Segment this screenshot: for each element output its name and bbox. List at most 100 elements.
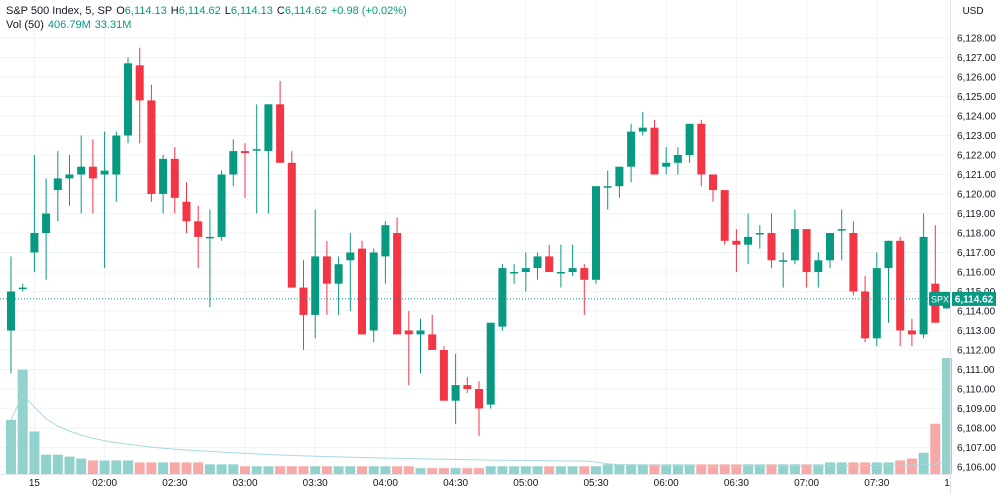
candle-body (241, 151, 249, 154)
candle-body (264, 104, 273, 152)
volume-bar (111, 460, 122, 474)
candle-body (568, 268, 577, 272)
time-axis[interactable]: 15 02:00 02:30 03:00 03:30 04:00 04:30 05:00 05:… (29, 478, 950, 489)
volume-bar (251, 466, 262, 474)
candle-body (463, 385, 472, 389)
volume-bar (181, 462, 192, 474)
volume-bar (474, 468, 484, 474)
candle-body (662, 162, 671, 167)
y-tick-label: 6,110.00 (957, 385, 996, 396)
x-tick-label: 03:00 (232, 478, 257, 489)
volume-bar (836, 462, 847, 474)
volume-bar (427, 468, 438, 474)
ticker-tag (929, 291, 951, 306)
candle-body (907, 330, 916, 335)
volume-bar (310, 466, 321, 474)
candle-body (861, 291, 870, 339)
x-tick-label: 02:00 (92, 478, 117, 489)
y-tick-label: 6,124.00 (957, 112, 996, 123)
volume-bar (169, 462, 180, 474)
candle-body (53, 178, 62, 191)
open-label: O (116, 5, 125, 17)
volume-bar (708, 464, 718, 474)
volume-bar (403, 466, 414, 474)
volume-bar (240, 466, 250, 474)
candle-body (334, 264, 343, 284)
currency-button[interactable]: USD (962, 6, 984, 17)
candle-body (790, 229, 799, 261)
volume-bar (766, 464, 777, 474)
y-tick-label: 6,114.00 (957, 307, 996, 318)
volume-bar (825, 462, 835, 474)
volume-bar (298, 466, 309, 474)
y-tick-label: 6,113.00 (957, 326, 996, 337)
candle-body (533, 256, 542, 269)
volume-bar (906, 458, 917, 474)
symbol-title[interactable]: S&P 500 Index, 5, SP (6, 5, 113, 17)
candle-body (311, 256, 320, 315)
volume-bar (450, 468, 461, 474)
y-tick-label: 6,108.00 (957, 424, 996, 435)
candle-body (779, 260, 788, 262)
volume-bar (158, 462, 169, 474)
volume-bar (684, 464, 695, 474)
volume-bar (743, 464, 754, 474)
volume-bar (228, 464, 239, 474)
y-tick-label: 6,125.00 (957, 92, 996, 103)
y-tick-label: 6,117.00 (957, 248, 996, 259)
y-tick-label: 6,122.00 (957, 151, 996, 162)
volume-bar (485, 466, 496, 474)
candle-body (358, 248, 366, 335)
volume-bar (41, 454, 52, 474)
volume-bar (719, 464, 730, 474)
candle-body (194, 221, 203, 237)
candle-body (650, 127, 659, 175)
candle-body (205, 236, 214, 239)
price-candles (7, 47, 951, 436)
candle-body (346, 252, 355, 261)
volume-label[interactable]: Vol (50) (6, 19, 44, 31)
volume-bar (942, 358, 952, 474)
y-tick-label: 6,116.00 (957, 268, 996, 279)
volume-bar (29, 431, 40, 474)
candle-body (276, 104, 285, 163)
volume-bar (626, 464, 637, 474)
candle-body (498, 268, 507, 327)
volume-bar (17, 369, 28, 474)
candle-body (556, 272, 565, 274)
candle-body (767, 233, 776, 261)
volume-bar (286, 466, 297, 474)
candle-body (603, 186, 612, 188)
candle-body (393, 233, 402, 335)
candle-body (322, 256, 331, 284)
change-value: +0.98 (+0.02%) (330, 5, 407, 17)
volume-row: Vol (50) 406.79M 33.31M (6, 18, 407, 32)
candle-body (545, 256, 554, 272)
candle-body (521, 268, 530, 272)
volume-bar (64, 456, 75, 474)
candle-body (732, 240, 741, 245)
candle-body (837, 229, 846, 231)
candle-body (77, 166, 86, 175)
ohlc-row: S&P 500 Index, 5, SP O 6,114.13 H 6,114.62… (6, 4, 407, 18)
x-tick-label: 03:30 (303, 478, 328, 489)
y-tick-label: 6,106.00 (957, 463, 996, 474)
close-label: C (276, 5, 285, 17)
candle-body (112, 135, 121, 175)
volume-bar (76, 458, 87, 474)
low-value: 6,114.13 (230, 5, 273, 17)
candle-body (685, 123, 694, 155)
candle-body (638, 127, 647, 132)
y-tick-label: 6,120.00 (957, 190, 996, 201)
candle-body (182, 201, 191, 222)
volume-bar (883, 462, 894, 474)
volume-bar (555, 466, 566, 474)
volume-bar (123, 460, 133, 474)
candle-body (252, 149, 261, 151)
volume-bar (591, 466, 601, 474)
last-price-label: SPX 6,114.62 (929, 291, 996, 306)
y-tick-label: 6,109.00 (957, 404, 996, 415)
price-axis[interactable]: 6,128.00 6,127.00 6,126.00 6,125.00 6,124.00… (957, 34, 996, 474)
volume-bar (696, 464, 707, 474)
